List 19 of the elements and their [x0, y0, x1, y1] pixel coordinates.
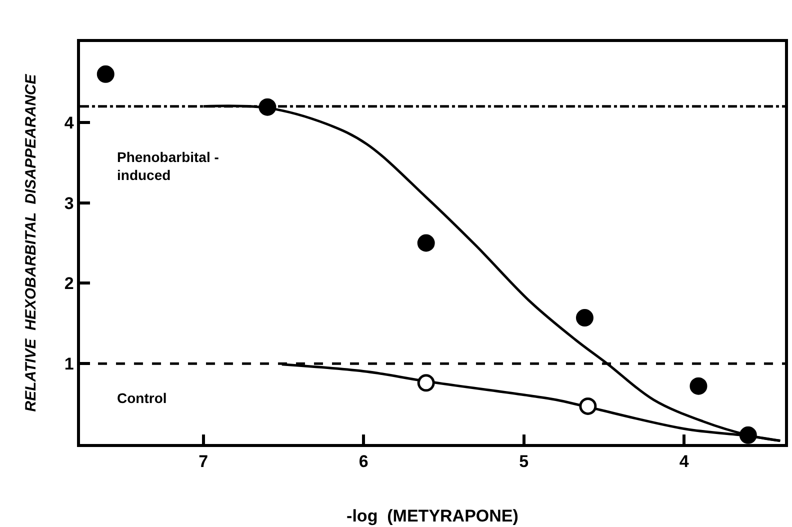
y-tick-label: 3 — [64, 194, 74, 213]
point — [576, 309, 594, 327]
x-tick-label: 6 — [358, 452, 368, 472]
x-tick-label: 4 — [679, 452, 690, 472]
y-tick-label: 2 — [64, 274, 74, 294]
point — [417, 374, 435, 392]
y-axis-title: RELATIVE HEXOBARBITAL DISAPPEARANCE — [22, 73, 40, 412]
point — [96, 65, 114, 83]
annotation: Control — [117, 390, 167, 406]
x-tick-label: 7 — [198, 452, 208, 472]
point — [690, 377, 708, 395]
y-tick-label: 1 — [64, 354, 74, 374]
point — [579, 397, 597, 415]
x-axis-title: -log (METYRAPONE) — [346, 506, 518, 526]
annotation: Phenobarbital - induced — [117, 149, 220, 184]
x-tick-label: 5 — [519, 452, 529, 472]
point — [739, 426, 757, 444]
point — [417, 234, 435, 252]
y-tick-label: 4 — [64, 113, 74, 132]
